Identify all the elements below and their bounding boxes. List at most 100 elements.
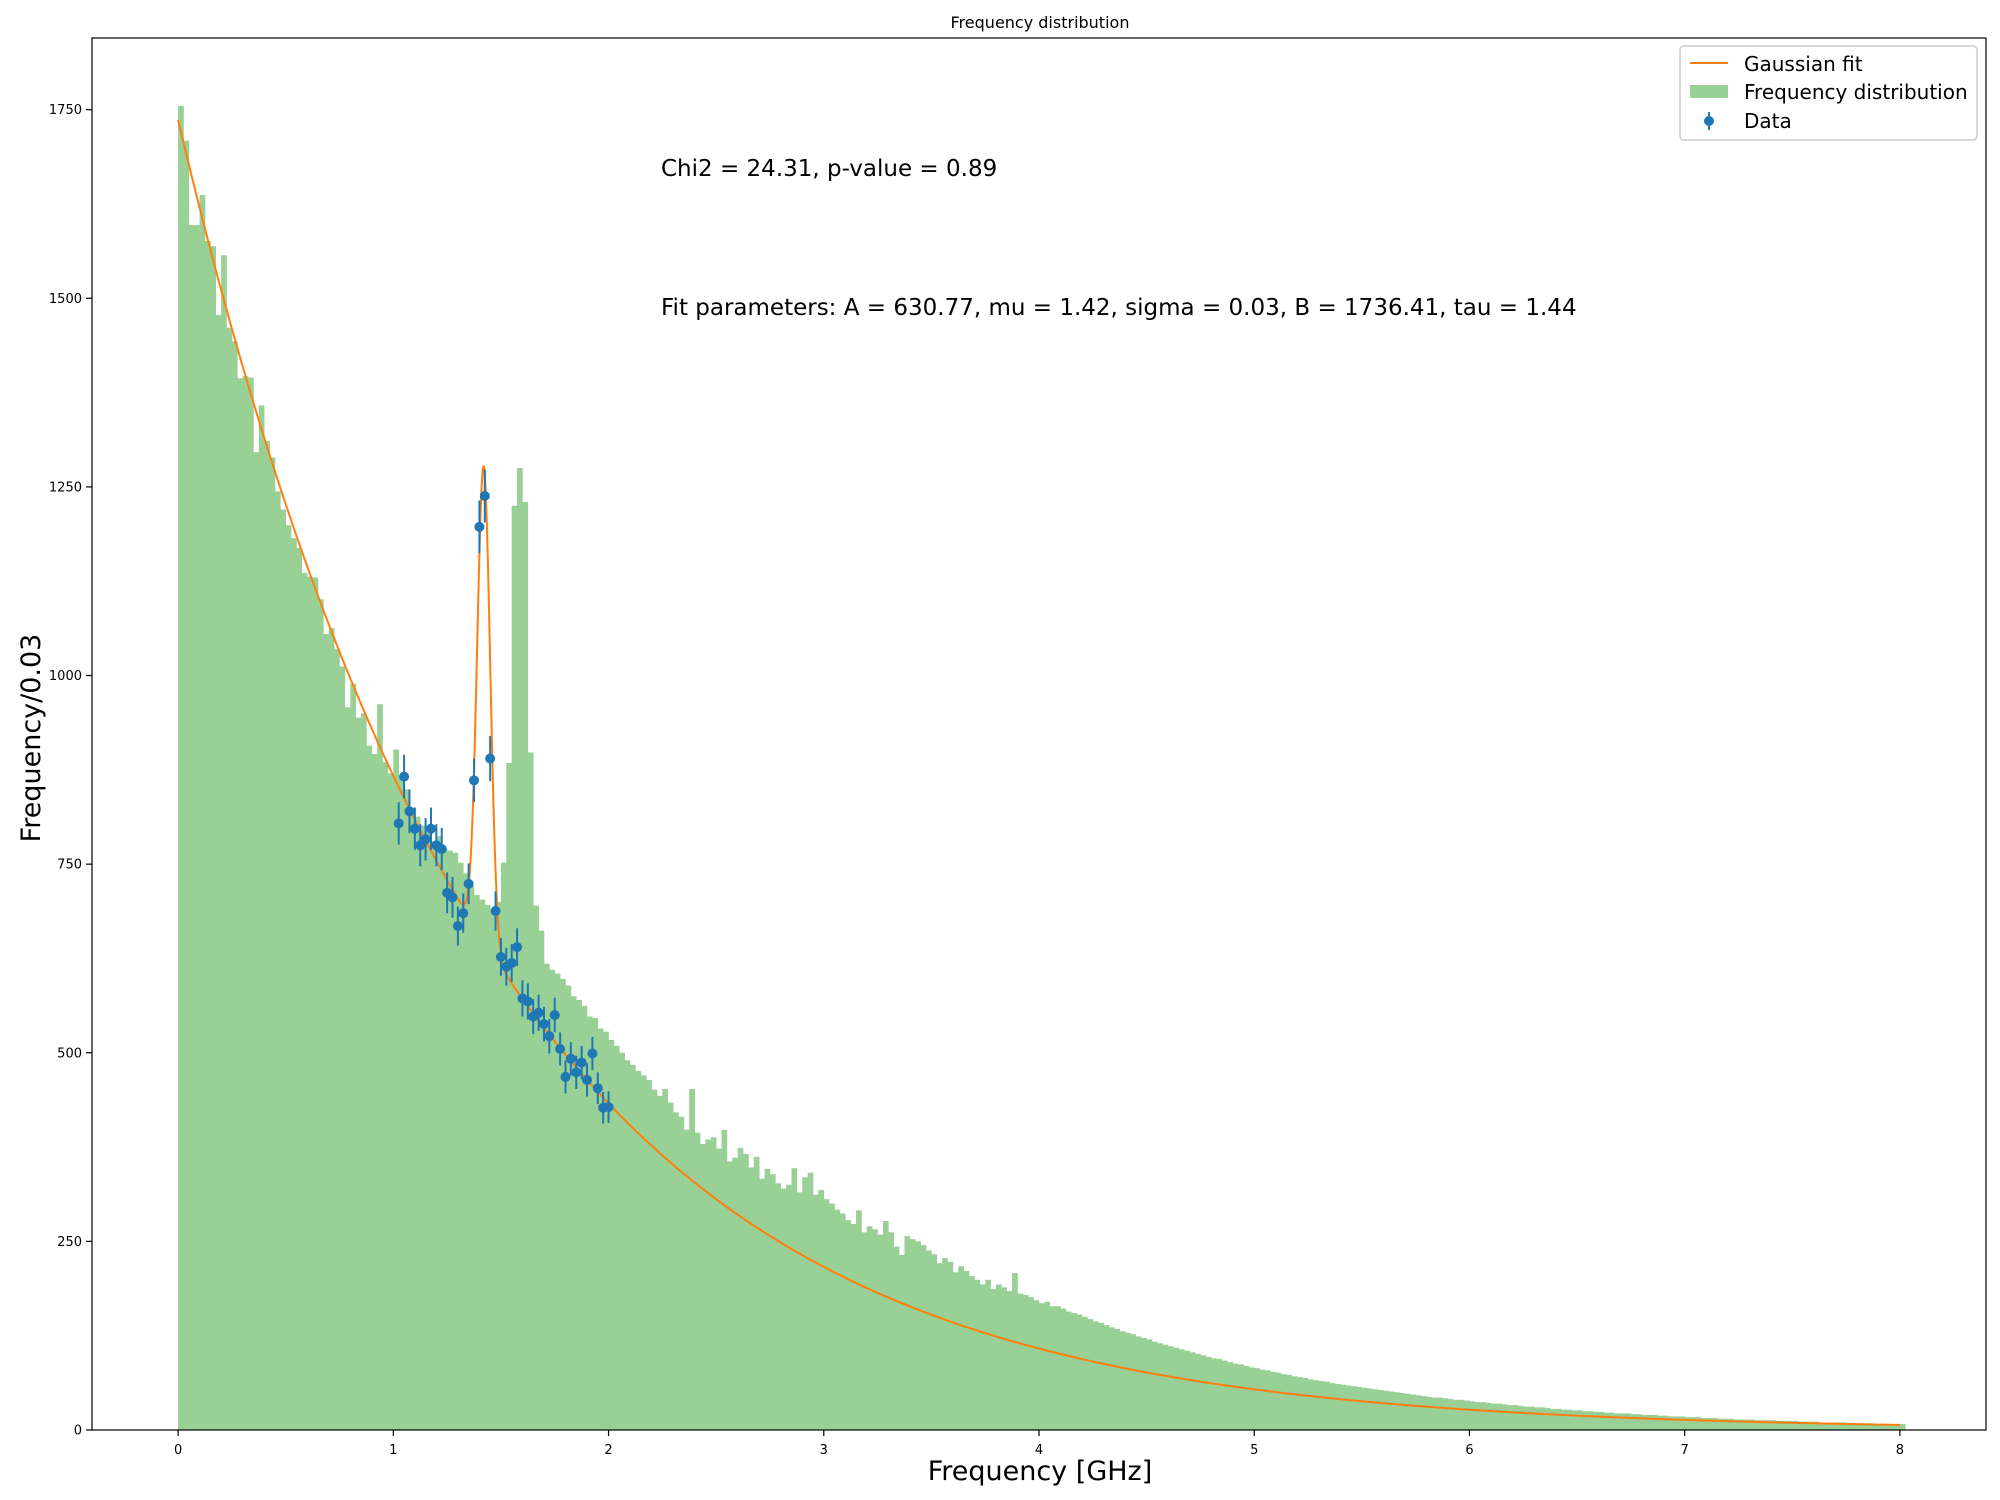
histogram-bar <box>1372 1389 1379 1430</box>
histogram-bar <box>1517 1405 1524 1430</box>
histogram-bar <box>769 1174 776 1430</box>
histogram-bar <box>398 775 405 1430</box>
histogram-bar <box>1458 1399 1465 1430</box>
data-point <box>565 1053 576 1064</box>
histogram-bar <box>705 1139 712 1430</box>
histogram-bar <box>1098 1322 1104 1430</box>
data-point <box>522 996 533 1007</box>
x-tick-label: 1 <box>389 1443 397 1458</box>
histogram-bar <box>630 1064 636 1430</box>
data-point <box>544 1031 555 1042</box>
data-point <box>571 1067 582 1078</box>
histogram-bar <box>587 1016 593 1430</box>
histogram-bar <box>1824 1422 1831 1430</box>
data-point <box>592 1083 603 1094</box>
histogram-bar <box>662 1088 669 1430</box>
histogram-bar <box>694 1132 701 1430</box>
histogram-bar <box>942 1257 948 1430</box>
y-tick-label: 500 <box>57 1046 82 1061</box>
histogram-bar <box>1442 1398 1449 1430</box>
histogram-bar <box>538 930 545 1430</box>
histogram-bar <box>1636 1414 1642 1430</box>
histogram-bar <box>1065 1311 1072 1430</box>
histogram-bar <box>1603 1412 1610 1430</box>
histogram-bar <box>974 1279 981 1430</box>
histogram-bar <box>301 572 308 1430</box>
y-tick-label: 1750 <box>49 103 82 118</box>
legend-data-marker <box>1704 116 1714 126</box>
histogram-bar <box>737 1147 744 1430</box>
legend-box <box>1679 45 1978 141</box>
histogram-bar <box>753 1156 760 1430</box>
histogram-bar <box>409 807 416 1430</box>
histogram-bar <box>952 1272 959 1430</box>
histogram-bar <box>743 1153 749 1430</box>
histogram-bar <box>796 1192 803 1430</box>
legend-fit-label: Gaussian fit <box>1744 52 1863 76</box>
histogram-bar <box>667 1102 674 1430</box>
histogram-bar <box>1690 1417 1696 1430</box>
histogram-bar <box>1012 1273 1018 1430</box>
histogram-bar <box>969 1276 975 1430</box>
histogram-bar <box>1560 1409 1567 1430</box>
histogram-bar <box>1673 1416 1680 1430</box>
histogram-bar <box>382 762 389 1430</box>
histogram-bar <box>226 327 233 1431</box>
histogram-bar <box>990 1288 997 1430</box>
histogram-bar <box>1819 1422 1825 1430</box>
histogram-bar <box>926 1250 932 1430</box>
histogram-bar <box>1437 1397 1443 1430</box>
histogram-bar <box>457 862 464 1430</box>
histogram-bar <box>1485 1402 1492 1430</box>
x-axis-label: Frequency [GHz] <box>928 1456 1153 1487</box>
histogram-bar <box>979 1284 986 1430</box>
histogram-bar <box>231 341 238 1430</box>
histogram-bar <box>1178 1349 1185 1430</box>
histogram-bar <box>850 1224 857 1430</box>
histogram-bar <box>1727 1418 1734 1430</box>
histogram-bar <box>1776 1420 1782 1430</box>
histogram-bar <box>1383 1390 1390 1430</box>
histogram-bar <box>447 850 453 1430</box>
data-point <box>404 806 415 817</box>
data-point <box>436 844 447 855</box>
histogram-bar <box>613 1045 620 1430</box>
histogram-bar <box>931 1254 938 1430</box>
x-tick-label: 5 <box>1250 1443 1258 1458</box>
histogram-bar <box>474 895 480 1430</box>
histogram-bar <box>387 773 394 1430</box>
histogram-bar <box>1426 1396 1433 1430</box>
histogram-bar <box>1539 1407 1546 1430</box>
histogram-bar <box>1410 1394 1416 1430</box>
histogram-bar <box>1087 1319 1094 1430</box>
histogram-bar <box>274 491 281 1430</box>
histogram-bar <box>1534 1407 1540 1430</box>
histogram-bar <box>909 1239 916 1430</box>
histogram-bar <box>1039 1303 1045 1430</box>
histogram-bar <box>882 1221 889 1430</box>
x-tick-label: 0 <box>174 1443 182 1458</box>
histogram-bar <box>1399 1393 1406 1430</box>
histogram-bar <box>1248 1367 1255 1430</box>
histogram-bar <box>1356 1387 1363 1430</box>
histogram-bar <box>581 1005 588 1430</box>
histogram-bar <box>350 683 356 1430</box>
histogram-bar <box>1195 1353 1201 1430</box>
histogram-bar <box>936 1263 943 1430</box>
histogram-bar <box>522 502 529 1430</box>
histogram-bar <box>264 440 270 1430</box>
fit-parameters-annotation: Fit parameters: A = 630.77, mu = 1.42, s… <box>661 295 1577 321</box>
histogram-bar <box>527 752 534 1430</box>
histogram-bar <box>1490 1403 1497 1430</box>
histogram-bar <box>775 1183 782 1430</box>
histogram-bar <box>1297 1377 1303 1430</box>
histogram-bar <box>1216 1359 1223 1430</box>
histogram-bar <box>188 225 195 1431</box>
histogram-bar <box>619 1052 625 1430</box>
histogram-bar <box>215 314 222 1430</box>
histogram-bar <box>1125 1332 1131 1430</box>
histogram-bar <box>210 246 217 1431</box>
histogram-bar <box>888 1232 895 1430</box>
histogram-bar <box>1141 1337 1147 1430</box>
histogram-bar <box>533 905 539 1430</box>
